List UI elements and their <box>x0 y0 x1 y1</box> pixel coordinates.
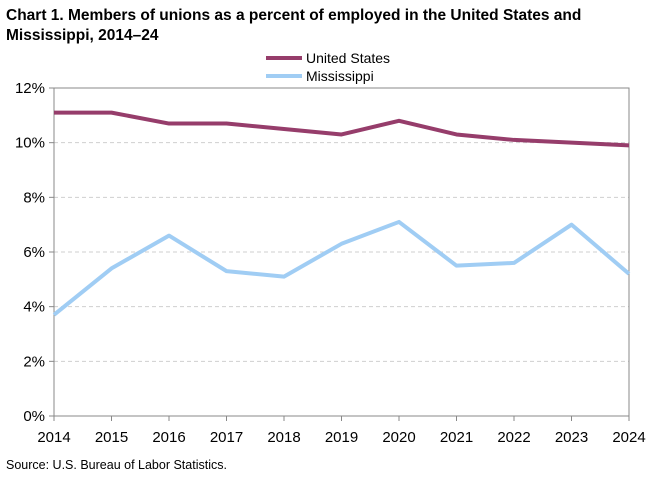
y-tick-label: 8% <box>23 189 45 206</box>
x-tick-label: 2024 <box>612 429 645 446</box>
x-tick-label: 2015 <box>95 429 128 446</box>
x-axis-ticks: 2014 2015 2016 2017 2018 2019 2020 2021 2022 2023… <box>37 416 646 446</box>
y-tick-label: 2% <box>23 353 45 370</box>
x-tick-label: 2023 <box>555 429 588 446</box>
x-tick-label: 2016 <box>152 429 185 446</box>
y-tick-label: 12% <box>15 80 45 97</box>
x-tick-label: 2017 <box>210 429 243 446</box>
series-lines <box>52 110 631 317</box>
series-line-mississippi <box>52 219 631 317</box>
series-line-united-states <box>54 110 630 148</box>
x-tick-label: 2022 <box>497 429 530 446</box>
y-tick-label: 6% <box>23 244 45 261</box>
x-tick-label: 2018 <box>267 429 300 446</box>
y-tick-label: 0% <box>23 408 45 425</box>
x-tick-label: 2014 <box>37 429 70 446</box>
legend: United States Mississippi <box>266 50 390 84</box>
y-tick-label: 4% <box>23 299 45 316</box>
source-note: Source: U.S. Bureau of Labor Statistics. <box>6 458 227 472</box>
legend-label: Mississippi <box>306 68 374 84</box>
legend-label: United States <box>306 50 390 66</box>
chart-title: Chart 1. Members of unions as a percent … <box>6 7 582 44</box>
y-tick-label: 10% <box>15 135 45 152</box>
x-tick-label: 2020 <box>382 429 415 446</box>
x-tick-label: 2021 <box>440 429 473 446</box>
y-axis-ticks: 0% 2% 4% 6% 8% 10% 12% <box>15 80 54 425</box>
x-tick-label: 2019 <box>325 429 358 446</box>
